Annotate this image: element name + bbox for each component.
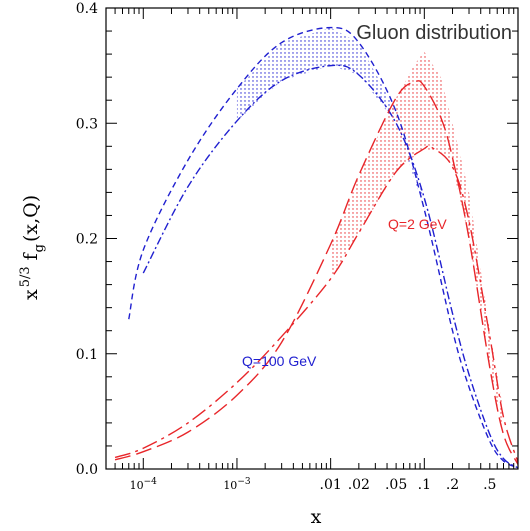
x-tick-label: .01 — [320, 477, 342, 493]
x-tick-label-exp: −4 — [144, 477, 158, 487]
svg-text:x5/3fg(x,Q): x 5/3 fg (x,Q) — [18, 195, 47, 300]
y-tick-label: 0.0 — [76, 462, 98, 478]
y-axis-title: x 5/3 fg (x,Q) — [18, 195, 47, 300]
x-axis: 10−4 10−3.01.02.05.1.2.5 — [105, 8, 515, 493]
y-tick-label: 0.1 — [76, 347, 98, 363]
ylabel-pow: 5/3 — [18, 266, 33, 287]
series-line-1 — [142, 64, 518, 469]
ylabel-main: x — [20, 289, 42, 300]
ylabel-sub: g — [32, 244, 47, 252]
band-1 — [330, 51, 504, 435]
x-tick-label: .05 — [385, 477, 407, 493]
x-tick-label: 10−3 — [223, 477, 251, 492]
y-tick-label: 0.2 — [76, 232, 98, 248]
chart-title: Gluon distribution — [356, 22, 512, 44]
y-tick-label: 0.3 — [76, 116, 98, 132]
y-axis: 0.0 0.1 0.2 0.3 0.4 — [76, 1, 518, 478]
band-0 — [236, 27, 425, 210]
ylabel-args: (x,Q) — [20, 195, 42, 242]
x-tick-label: .02 — [348, 477, 370, 493]
annotation-q2: Q=2 GeV — [388, 216, 447, 232]
annotation-q100: Q=100 GeV — [242, 353, 317, 369]
series-line-2 — [114, 80, 518, 465]
series-lines — [114, 26, 518, 469]
annotation-q2-text: Q=2 GeV — [388, 216, 447, 232]
annotation-q100-text: Q=100 GeV — [242, 353, 317, 369]
x-axis-title: x — [311, 506, 322, 528]
x-tick-label-exp: −3 — [237, 477, 251, 487]
series-line-3 — [114, 144, 518, 463]
uncertainty-bands — [236, 27, 504, 435]
series-line-0 — [128, 26, 518, 469]
x-tick-label: .1 — [418, 477, 431, 493]
x-tick-label: .2 — [446, 477, 459, 493]
x-tick-label-base: 10 — [130, 479, 144, 492]
x-tick-label-base: 10 — [223, 479, 237, 492]
ylabel-f: f — [20, 251, 42, 260]
x-tick-label: 10−4 — [130, 477, 158, 492]
plot-frame — [105, 7, 519, 470]
y-tick-label: 0.4 — [76, 1, 98, 17]
x-tick-label: .5 — [483, 477, 496, 493]
